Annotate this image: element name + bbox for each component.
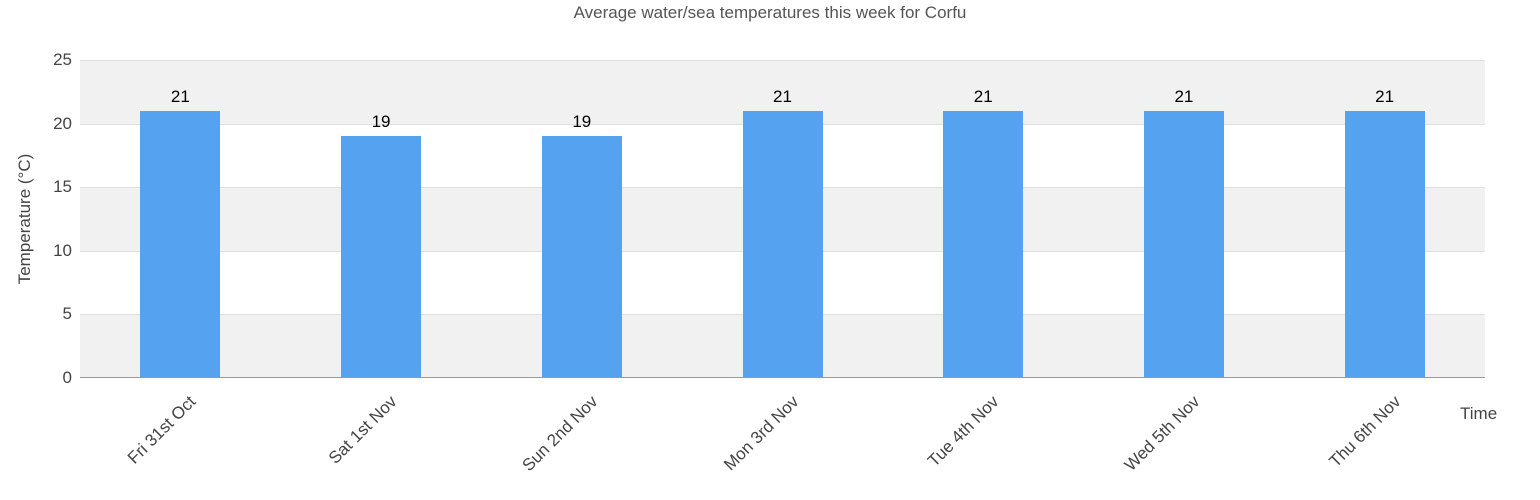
y-axis-title: Temperature (°C) — [15, 153, 34, 285]
bar-value-label: 21 — [973, 86, 993, 106]
x-tick-label: Wed 5th Nov — [1120, 392, 1204, 475]
plot-area: 21 19 19 21 21 21 21 — [80, 60, 1485, 378]
bar-value-label: 21 — [773, 86, 792, 106]
bar — [1344, 110, 1425, 377]
y-tick-label: 10 — [53, 240, 72, 260]
bar — [341, 136, 422, 377]
x-tick-label: Mon 3rd Nov — [719, 392, 802, 475]
x-tick-label: Sun 2nd Nov — [518, 392, 602, 475]
chart-title: Average water/sea temperatures this week… — [573, 3, 967, 22]
x-tick-label: Thu 6th Nov — [1325, 392, 1405, 471]
x-tick-label: Tue 4th Nov — [924, 392, 1003, 471]
bar-value-label: 19 — [572, 112, 592, 132]
bar — [1143, 110, 1224, 377]
y-tick-label: 20 — [53, 113, 72, 133]
bar — [541, 136, 622, 377]
bar-value-label: 21 — [170, 86, 190, 106]
bar — [140, 110, 221, 377]
y-tick-label: 5 — [62, 304, 72, 324]
bar-value-label: 21 — [1375, 86, 1395, 106]
x-tick-label: Sat 1st Nov — [324, 392, 401, 468]
x-tick-label: Fri 31st Oct — [124, 392, 200, 468]
y-tick-label: 0 — [62, 368, 72, 387]
x-axis-line — [80, 377, 1485, 378]
bar — [742, 110, 823, 377]
y-tick-label: 25 — [53, 50, 72, 69]
bar — [943, 110, 1024, 377]
x-axis-title: Time — [1460, 404, 1498, 423]
y-tick-label: 15 — [53, 177, 72, 197]
bar-value-label: 21 — [1174, 86, 1194, 106]
bar-value-label: 19 — [371, 112, 391, 132]
gridline — [80, 60, 1485, 61]
